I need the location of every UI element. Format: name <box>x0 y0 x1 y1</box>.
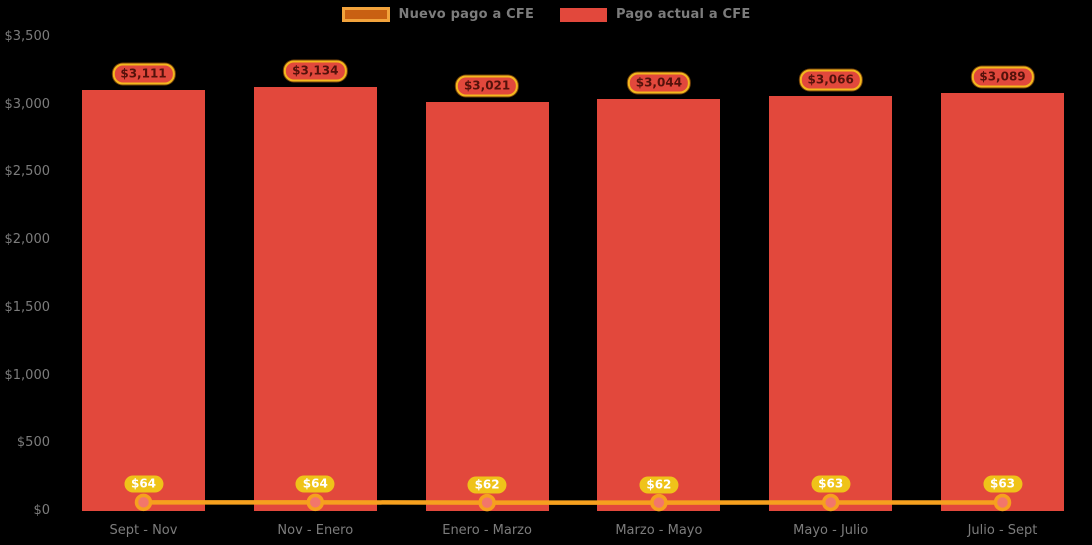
bar-value-badge: $3,111 <box>112 63 175 85</box>
y-axis-tick-label: $2,500 <box>4 164 51 180</box>
x-axis-category-label: Nov - Enero <box>277 523 354 538</box>
y-axis-tick-label: $3,000 <box>4 96 51 112</box>
line-marker[interactable] <box>821 493 840 512</box>
line-marker[interactable] <box>478 493 496 512</box>
line-marker[interactable] <box>134 493 153 512</box>
legend-item-pago-actual[interactable]: Pago actual a CFE <box>560 7 750 22</box>
legend-label: Nuevo pago a CFE <box>398 7 535 22</box>
y-axis-tick-label: $0 <box>33 503 50 518</box>
line-marker[interactable] <box>993 493 1012 512</box>
x-axis-category-label: Sept - Nov <box>109 523 178 538</box>
bar-value-badge: $3,089 <box>971 66 1034 88</box>
line-value-badge: $63 <box>982 475 1023 493</box>
y-axis-tick-label: $1,000 <box>4 367 51 383</box>
line-value-badge: $64 <box>123 475 164 493</box>
line-marker[interactable] <box>306 493 325 512</box>
line-value-badge: $63 <box>811 475 851 493</box>
bar-value-badge: $3,066 <box>799 69 862 91</box>
bar-pago-actual[interactable] <box>425 101 549 511</box>
line-value-badge: $64 <box>295 475 335 493</box>
bar-pago-actual[interactable] <box>769 95 893 511</box>
bar-pago-actual[interactable] <box>597 98 721 511</box>
line-value-badge: $62 <box>639 476 679 494</box>
y-axis-tick-label: $500 <box>16 435 50 451</box>
legend-label: Pago actual a CFE <box>616 7 751 22</box>
x-axis-category-label: Julio - Sept <box>967 523 1038 538</box>
x-axis-category-label: Mayo - Julio <box>793 523 869 538</box>
bar-value-badge: $3,021 <box>455 75 519 97</box>
bar-value-badge: $3,134 <box>284 60 347 82</box>
y-axis-tick-label: $1,500 <box>4 299 51 315</box>
x-axis-category-label: Marzo - Mayo <box>615 523 703 538</box>
bar-pago-actual[interactable] <box>253 86 377 511</box>
legend-swatch-bar-series-icon <box>560 7 608 22</box>
legend-swatch-line-series-icon <box>341 7 390 22</box>
legend-item-nuevo-pago[interactable]: Nuevo pago a CFE <box>341 7 535 22</box>
y-axis-tick-label: $3,500 <box>4 29 51 44</box>
chart-legend: Nuevo pago a CFE Pago actual a CFE <box>0 7 1092 22</box>
x-axis-category-label: Enero - Marzo <box>442 523 532 538</box>
y-axis-tick-label: $2,000 <box>4 232 51 248</box>
bar-value-badge: $3,044 <box>627 72 691 94</box>
line-value-badge: $62 <box>467 476 507 494</box>
bar-pago-actual[interactable] <box>941 92 1064 511</box>
line-marker[interactable] <box>650 493 668 512</box>
bar-pago-actual[interactable] <box>82 89 205 511</box>
